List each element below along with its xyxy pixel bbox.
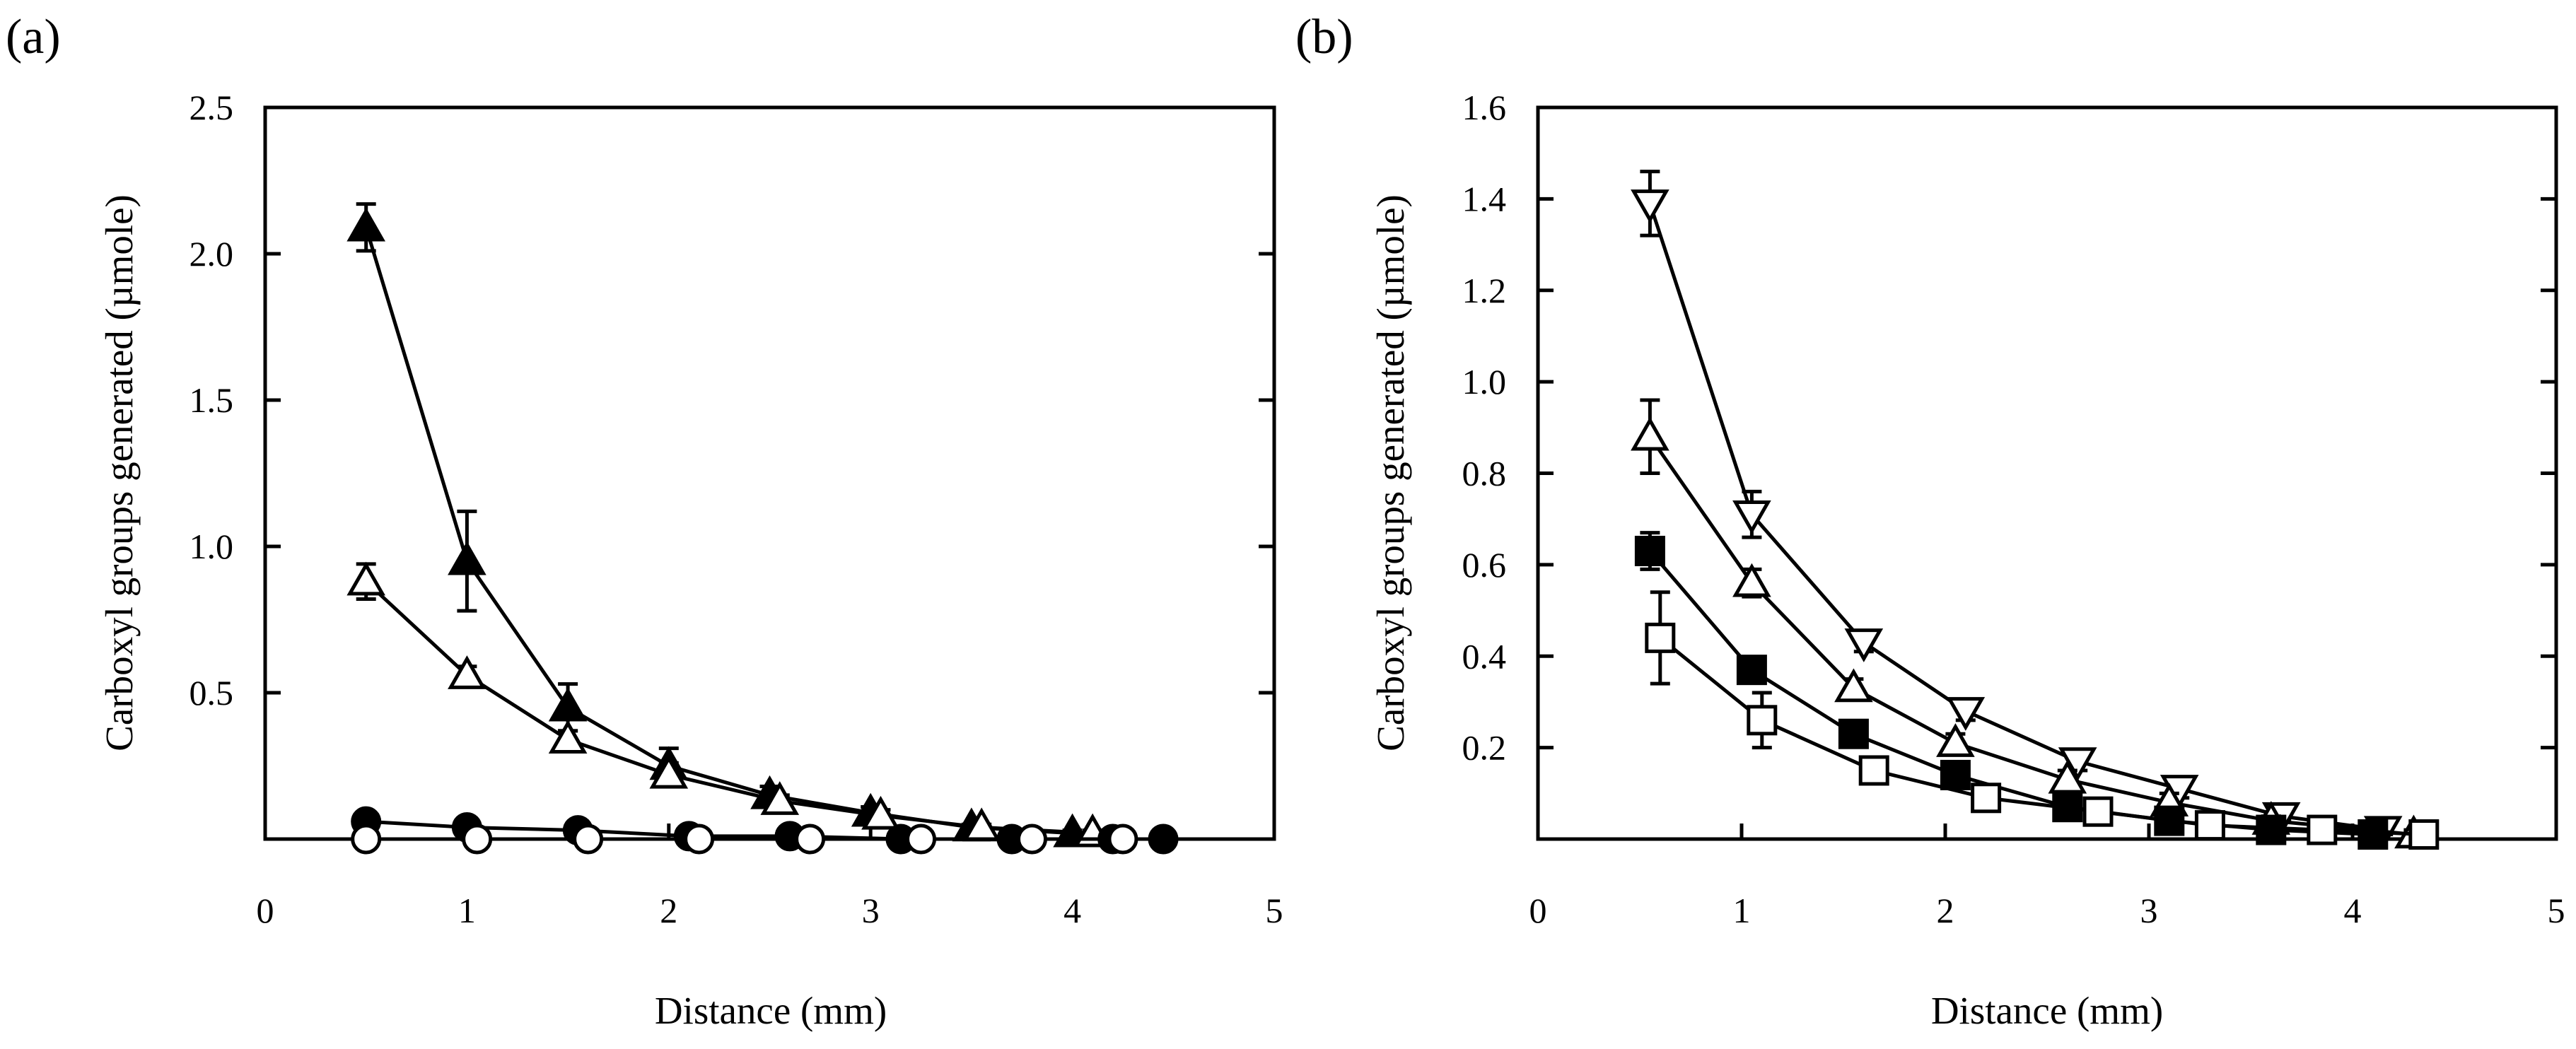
data-point-filled-square bbox=[1838, 718, 1869, 749]
panel-a-x-tick-label: 3 bbox=[862, 891, 880, 930]
panel-b-series-open-inverted-triangle bbox=[1631, 170, 2403, 850]
panel-a-x-tick-label: 4 bbox=[1063, 891, 1081, 930]
data-point-open-circle bbox=[1107, 824, 1138, 855]
panel-a-label: (a) bbox=[6, 10, 61, 64]
panel-a: (a) 0 1 2 3 4 5 0.5 1.0 1.5 2.0 2.5 Distance (mm)… bbox=[6, 10, 1283, 1032]
panel-a-x-tick-label: 5 bbox=[1266, 891, 1283, 930]
data-point-open-circle bbox=[351, 824, 382, 855]
panel-a-y-tick-label: 1.5 bbox=[190, 380, 234, 420]
data-point-open-inverted-triangle bbox=[1844, 628, 1884, 662]
data-point-open-inverted-triangle bbox=[2058, 747, 2097, 782]
data-point-open-circle bbox=[795, 824, 826, 855]
data-point-filled-square bbox=[1940, 759, 1971, 790]
panel-b-y-tick-label: 1.0 bbox=[1462, 362, 1507, 402]
data-point-open-triangle bbox=[346, 561, 386, 596]
data-point-filled-triangle bbox=[346, 207, 386, 242]
panel-b: (b) 0 1 2 3 4 5 0.2 0.4 0.6 0.8 1.0 1.2 1.4 1.6 Dist… bbox=[1295, 10, 2565, 1032]
data-point-open-circle bbox=[1017, 824, 1048, 855]
panel-b-y-tick-label: 1.6 bbox=[1462, 88, 1507, 127]
panel-b-y-tick-label: 0.8 bbox=[1462, 454, 1507, 493]
series-line-open-inverted-triangle bbox=[1648, 203, 2384, 832]
data-point-open-circle bbox=[684, 824, 715, 855]
panel-b-y-tick-label: 0.4 bbox=[1462, 636, 1507, 676]
data-point-open-inverted-triangle bbox=[1631, 189, 1669, 223]
panel-b-y-tick-label: 1.4 bbox=[1462, 179, 1507, 218]
data-point-open-square bbox=[1645, 622, 1676, 653]
data-point-filled-square bbox=[1736, 655, 1767, 686]
panel-b-x-tick-label: 2 bbox=[1937, 891, 1954, 930]
data-point-open-triangle bbox=[1834, 668, 1873, 703]
panel-b-ticks bbox=[1538, 197, 2556, 839]
data-point-open-triangle bbox=[2048, 759, 2087, 794]
panel-a-y-tick-label: 2.5 bbox=[190, 88, 234, 127]
panel-b-x-tick-label: 1 bbox=[1733, 891, 1751, 930]
panel-a-plot-frame bbox=[263, 105, 1276, 841]
panel-a-y-axis-title: Carboxyl groups generated (µmole) bbox=[98, 194, 141, 751]
panel-a-x-tick-label: 2 bbox=[660, 891, 677, 930]
data-point-filled-square bbox=[1634, 535, 1665, 566]
panel-b-y-axis-title: Carboxyl groups generated (µmole) bbox=[1369, 194, 1412, 751]
data-point-open-square bbox=[2408, 819, 2440, 850]
panel-b-label: (b) bbox=[1295, 10, 1353, 64]
data-point-open-triangle bbox=[861, 795, 900, 830]
data-point-open-square bbox=[1747, 705, 1778, 736]
panel-a-x-tick-labels: 0 1 2 3 4 5 bbox=[257, 891, 1283, 930]
panel-b-x-tick-label: 0 bbox=[1529, 891, 1547, 930]
panel-b-y-tick-label: 0.6 bbox=[1462, 545, 1507, 585]
panel-b-x-tick-label: 4 bbox=[2344, 891, 2362, 930]
series-line-open-triangle bbox=[364, 580, 1093, 836]
panel-a-y-tick-label: 0.5 bbox=[190, 673, 234, 713]
panel-a-y-tick-labels: 0.5 1.0 1.5 2.0 2.5 bbox=[190, 88, 234, 713]
data-point-open-square bbox=[2082, 796, 2114, 827]
data-point-filled-triangle bbox=[548, 687, 588, 722]
data-point-open-triangle bbox=[548, 720, 588, 754]
panel-b-x-tick-label: 3 bbox=[2140, 891, 2158, 930]
panel-b-y-tick-label: 1.2 bbox=[1462, 271, 1507, 310]
data-point-open-circle bbox=[906, 824, 937, 855]
data-point-open-triangle bbox=[760, 781, 800, 815]
panel-b-x-tick-label: 5 bbox=[2548, 891, 2565, 930]
data-point-open-square bbox=[2194, 810, 2225, 841]
data-point-open-circle bbox=[462, 824, 493, 855]
data-point-open-square bbox=[1858, 755, 1889, 786]
panel-b-plot-frame bbox=[1536, 105, 2558, 841]
panel-a-series-filled-triangle bbox=[346, 202, 1092, 848]
panel-a-y-tick-label: 2.0 bbox=[190, 234, 234, 274]
panel-a-x-axis-title: Distance (mm) bbox=[655, 989, 887, 1032]
data-point-filled-triangle bbox=[448, 541, 486, 575]
panel-a-series bbox=[346, 202, 1179, 855]
panel-a-series-open-triangle bbox=[346, 561, 1112, 848]
data-point-open-triangle bbox=[1732, 563, 1771, 597]
series-line-open-triangle bbox=[1648, 435, 2414, 837]
panel-b-series-open-triangle bbox=[1631, 398, 2433, 849]
data-point-open-triangle bbox=[1936, 723, 1975, 757]
data-point-open-triangle bbox=[649, 754, 689, 789]
data-point-open-inverted-triangle bbox=[1732, 500, 1771, 534]
data-point-open-square bbox=[2307, 814, 2338, 845]
panel-b-series-open-square bbox=[1645, 590, 2440, 850]
panel-a-x-tick-label: 0 bbox=[257, 891, 274, 930]
data-point-open-triangle bbox=[448, 655, 486, 689]
panel-a-x-tick-label: 1 bbox=[458, 891, 476, 930]
data-point-open-square bbox=[1971, 783, 2002, 814]
data-point-filled-circle bbox=[1148, 824, 1179, 855]
data-point-open-triangle bbox=[1631, 416, 1669, 451]
series-line-filled-triangle bbox=[364, 227, 1073, 836]
panel-a-series-open-circle bbox=[351, 824, 1138, 855]
data-point-open-circle bbox=[573, 824, 604, 855]
panel-a-ticks bbox=[265, 252, 1274, 839]
panel-b-x-axis-title: Distance (mm) bbox=[1931, 989, 2163, 1032]
panel-b-y-tick-labels: 0.2 0.4 0.6 0.8 1.0 1.2 1.4 1.6 bbox=[1462, 88, 1507, 768]
panel-b-y-tick-label: 0.2 bbox=[1462, 728, 1507, 768]
panel-b-series bbox=[1631, 170, 2440, 850]
panel-b-x-tick-labels: 0 1 2 3 4 5 bbox=[1529, 891, 2565, 930]
data-point-open-inverted-triangle bbox=[1946, 697, 1986, 731]
panel-a-y-tick-label: 1.0 bbox=[190, 527, 234, 566]
series-line-open-square bbox=[1659, 636, 2424, 837]
data-point-filled-square bbox=[2358, 819, 2389, 850]
